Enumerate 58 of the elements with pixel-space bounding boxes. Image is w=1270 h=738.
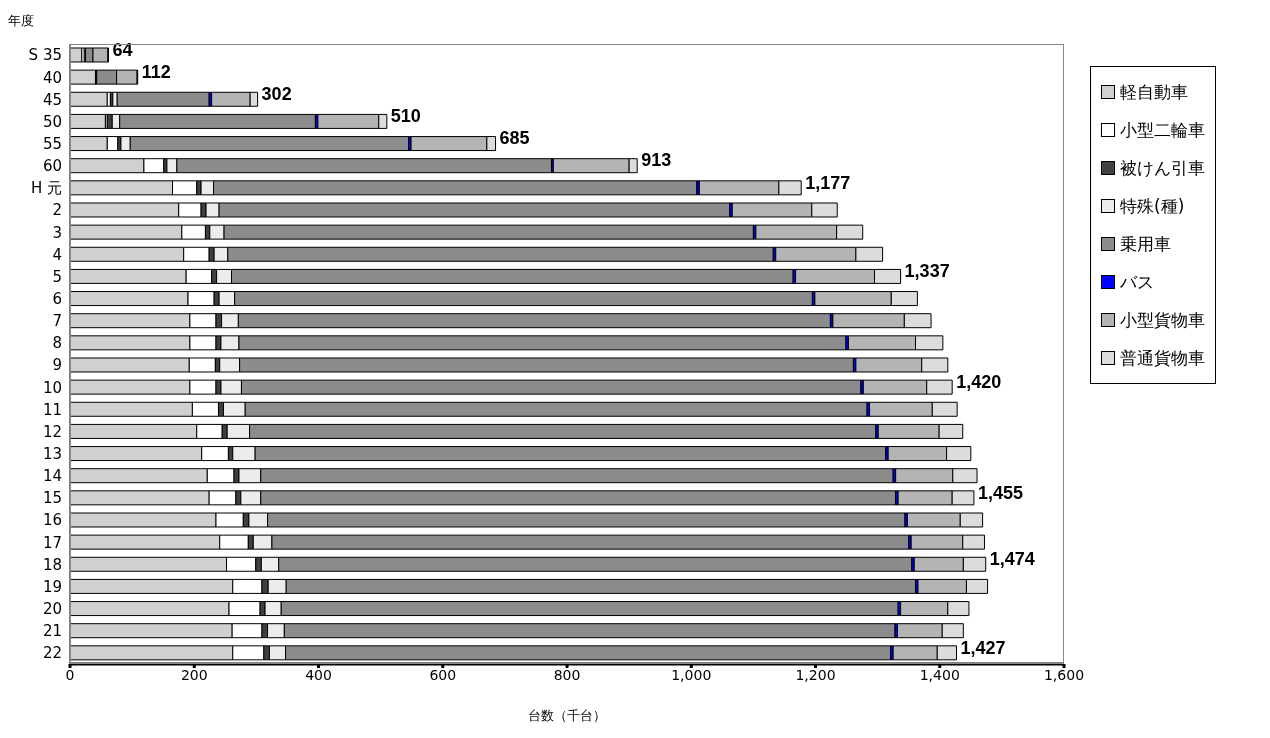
y-tick-label: 21 [42,622,62,641]
total-label: 1,427 [960,637,1006,658]
legend-label: 小型貨物車 [1120,308,1205,332]
legend-label: 小型二輪車 [1120,118,1205,142]
total-label: 1,177 [805,172,851,193]
total-label: 685 [499,128,530,149]
total-label: 302 [261,84,292,105]
y-tick-label: 6 [52,289,62,308]
total-label: 1,337 [904,261,950,282]
y-tick-label: 13 [42,444,62,463]
y-tick-label: 9 [52,356,62,375]
x-tick-label: 400 [305,666,332,683]
x-tick-label: 800 [553,666,581,683]
y-tick-label: 45 [42,90,62,109]
y-tick-label: 2 [52,201,62,220]
y-tick-label: 10 [42,378,62,397]
y-tick-label: 8 [52,334,62,353]
y-tick-label: 16 [42,511,62,530]
x-axis-title: 台数（千台） [528,708,606,723]
x-tick-label: 1,200 [795,666,836,683]
y-tick-label: 11 [42,400,62,419]
legend-label: 被けん引車 [1120,156,1205,180]
y-tick-label: 20 [42,599,62,618]
x-tick-label: 0 [65,666,75,683]
y-tick-label: 3 [52,223,62,242]
y-tick-label: 15 [42,489,62,508]
y-tick-label: S 35 [28,46,62,65]
total-label: 112 [141,61,171,82]
y-tick-label: 22 [42,644,62,663]
total-label: 1,420 [956,371,1002,392]
x-tick-label: 600 [429,666,457,683]
legend-label: 特殊(種) [1120,194,1185,218]
y-tick-label: 4 [52,245,62,264]
legend-label: 乗用車 [1120,232,1171,256]
total-label: 510 [390,106,421,127]
legend-label: 普通貨物車 [1120,346,1205,370]
y-tick-label: 5 [52,267,62,286]
y-tick-label: H 元 [30,179,62,198]
y-axis-title: 年度 [8,12,34,30]
y-tick-label: 19 [42,577,62,596]
y-tick-label: 7 [52,312,62,331]
y-tick-label: 14 [42,467,62,486]
x-tick-label: 1,600 [1043,666,1085,683]
y-tick-label: 17 [42,533,62,552]
y-tick-label: 55 [42,134,62,153]
y-tick-label: 40 [42,68,62,87]
y-tick-label: 50 [42,112,62,131]
x-tick-label: 200 [180,666,208,683]
y-tick-label: 60 [42,157,62,176]
legend-label: バス [1120,270,1154,294]
x-tick-label: 1,000 [671,666,712,683]
y-tick-label: 12 [42,422,62,441]
total-label: 1,474 [989,549,1035,570]
total-label: 1,455 [977,482,1023,503]
total-label: 913 [641,150,672,171]
x-tick-label: 1,400 [919,666,960,683]
legend-label: 軽自動車 [1120,80,1188,104]
y-tick-label: 18 [42,555,62,574]
